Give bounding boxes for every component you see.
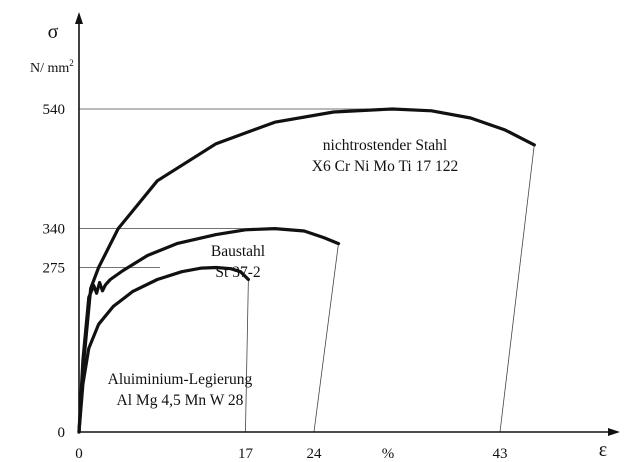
series-line-1 xyxy=(77,227,341,434)
y-tick-label: 540 xyxy=(43,102,66,118)
series-label-name: Baustahl xyxy=(211,243,265,260)
curves xyxy=(77,107,536,434)
x-axis-arrow xyxy=(608,428,620,436)
x-tick-label: 43 xyxy=(493,446,508,462)
series-label-designation: X6 Cr Ni Mo Ti 17 122 xyxy=(312,158,458,175)
series-labels: nichtrostender Stahl X6 Cr Ni Mo Ti 17 12… xyxy=(108,137,459,409)
series-line-0 xyxy=(77,107,536,434)
unload-lines xyxy=(245,144,535,433)
reference-lines xyxy=(79,108,395,268)
unload-line xyxy=(245,279,249,433)
y-axis-unit: N/ mm2 xyxy=(30,58,74,76)
series-label-name: nichtrostender Stahl xyxy=(323,137,447,154)
series-label-designation: Al Mg 4,5 Mn W 28 xyxy=(117,392,244,409)
x-tick-label: 0 xyxy=(75,446,83,462)
unload-line xyxy=(499,144,535,433)
y-tick-label: 0 xyxy=(58,425,66,441)
series-line-2 xyxy=(77,265,250,434)
x-unit-label: % xyxy=(382,446,395,462)
x-tick-label: 17 xyxy=(238,446,254,462)
y-axis-arrow xyxy=(75,12,83,24)
y-tick-label: 275 xyxy=(43,261,66,277)
x-axis-label: ε xyxy=(599,439,607,461)
x-tick-label: 24 xyxy=(306,446,322,462)
unload-line xyxy=(313,243,339,433)
y-tick-label: 340 xyxy=(43,222,66,238)
series-label-name: Aluiminium-Legierung xyxy=(108,371,253,388)
y-axis-label: σ xyxy=(48,21,59,43)
series-label-designation: St 37-2 xyxy=(215,264,260,281)
tick-labels: 0 17 24 43 0 275 340 540 xyxy=(43,102,508,462)
